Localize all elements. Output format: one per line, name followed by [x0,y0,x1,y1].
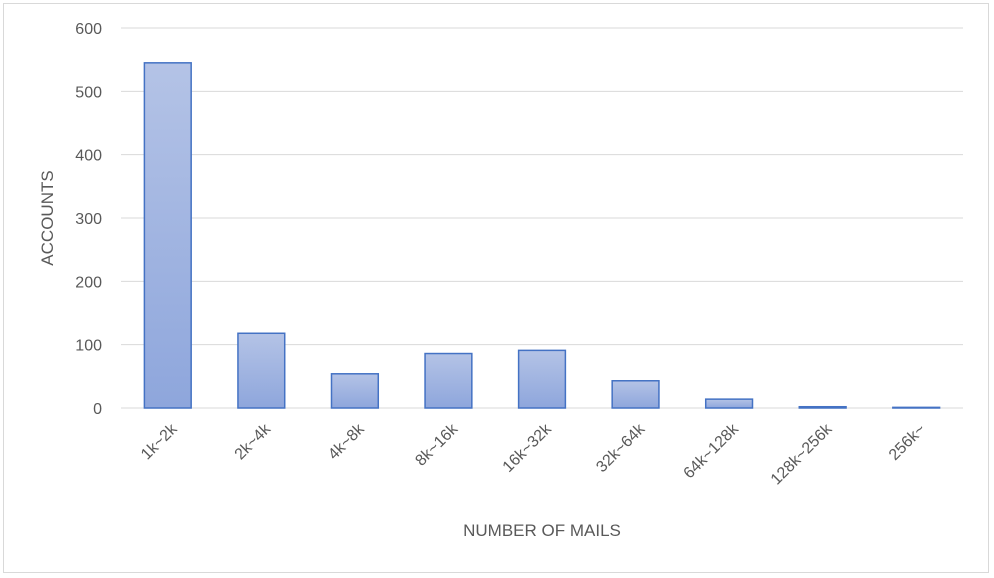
bar-8k~16k [424,352,473,409]
x-axis-title: NUMBER OF MAILS [463,521,621,540]
x-tick-label: 8k~16k [412,420,462,470]
bar-256k~ [892,406,941,409]
y-axis-ticks: 0 100 200 300 400 500 600 [75,21,102,418]
y-tick-label: 0 [93,401,102,418]
bar-16k~32k [517,349,567,409]
bar-2k~4k [237,332,286,409]
x-tick-label: 128k~256k [768,420,836,488]
y-tick-label: 600 [75,21,102,38]
x-tick-label: 4k~8k [325,420,368,463]
x-tick-label: 256k~ [886,421,929,464]
y-tick-label: 500 [75,84,102,101]
x-tick-label: 1k~2k [138,420,181,463]
x-tick-label: 32k~64k [593,420,649,476]
bar-128k~256k [798,405,847,409]
x-axis-ticks: 1k~2k 2k~4k 4k~8k 8k~16k 16k~32k 32k~64k 64k~1… [138,420,929,488]
bar-1k~2k [143,62,192,409]
x-tick-label: 2k~4k [232,420,275,463]
y-tick-label: 200 [75,274,102,291]
y-tick-label: 400 [75,148,102,165]
bars [143,62,941,409]
bar-4k~8k [330,373,380,409]
bar-32k~64k [611,380,660,409]
y-axis-title: ACCOUNTS [38,170,57,265]
x-tick-label: 64k~128k [681,420,743,482]
x-tick-label: 16k~32k [500,420,556,476]
y-tick-label: 100 [75,338,102,355]
y-tick-label: 300 [75,211,102,228]
bar-64k~128k [704,398,754,409]
